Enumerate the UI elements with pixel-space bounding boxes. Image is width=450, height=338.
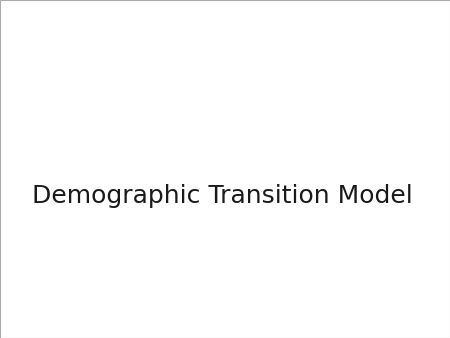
Text: Demographic Transition Model: Demographic Transition Model [32,184,412,208]
